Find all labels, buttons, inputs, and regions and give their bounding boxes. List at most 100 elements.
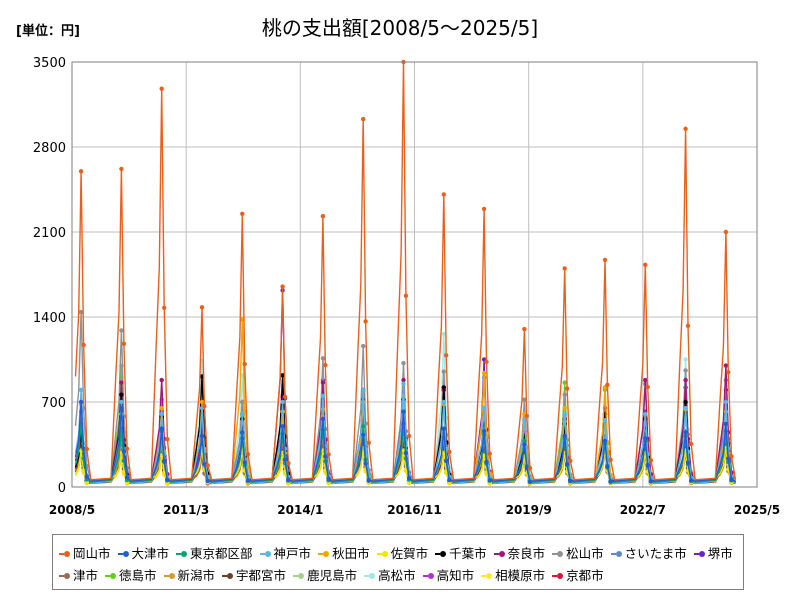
data-point xyxy=(280,284,285,289)
legend-label: 高知市 xyxy=(436,568,475,583)
data-point xyxy=(282,457,288,462)
data-point xyxy=(363,319,368,324)
data-point xyxy=(366,478,371,483)
legend-item: 東京都区部 xyxy=(176,543,253,562)
data-point xyxy=(605,464,610,469)
legend-swatch-line xyxy=(59,574,64,577)
x-tick-label: 2025/5 xyxy=(734,503,780,517)
data-point xyxy=(84,446,90,452)
legend-swatch-dot xyxy=(369,572,376,579)
data-point xyxy=(320,393,326,399)
legend-swatch-dot xyxy=(122,550,129,557)
legend-label: 佐賀市 xyxy=(390,546,429,561)
data-point xyxy=(119,405,124,411)
legend-swatch-dot xyxy=(615,550,622,557)
data-point xyxy=(524,465,529,471)
data-point xyxy=(165,477,170,483)
legend-swatch-dot xyxy=(64,572,70,579)
data-point xyxy=(685,323,691,328)
data-point xyxy=(240,430,245,435)
legend-swatch-dot xyxy=(264,550,271,557)
data-point xyxy=(645,462,650,468)
data-point xyxy=(608,457,613,462)
data-point xyxy=(522,326,527,332)
data-point xyxy=(602,418,608,423)
data-point xyxy=(159,411,164,417)
data-point xyxy=(643,411,648,417)
data-point xyxy=(242,460,247,465)
data-point xyxy=(441,426,446,431)
plot-frame xyxy=(71,61,758,488)
data-point xyxy=(643,436,648,441)
data-point xyxy=(683,399,688,405)
legend-label: 千葉市 xyxy=(449,546,487,561)
legend-swatch-dot xyxy=(323,550,330,557)
legend-item: 堺市 xyxy=(693,543,733,562)
legend-swatch-line xyxy=(176,552,182,555)
data-point xyxy=(726,370,731,375)
data-point xyxy=(119,399,124,405)
data-point xyxy=(240,411,245,417)
data-point xyxy=(522,442,527,447)
x-tick-label: 2014/1 xyxy=(277,503,323,517)
data-point xyxy=(320,214,326,219)
data-point xyxy=(522,418,527,423)
data-point xyxy=(199,433,205,439)
data-point xyxy=(361,116,366,122)
data-point xyxy=(643,262,648,267)
y-tick-label: 3500 xyxy=(33,56,66,71)
legend-label: 松山市 xyxy=(566,546,604,561)
data-point xyxy=(723,363,729,368)
data-point xyxy=(199,399,205,405)
legend-swatch-dot xyxy=(64,550,70,557)
data-point xyxy=(361,343,366,349)
data-point xyxy=(242,361,247,367)
data-point xyxy=(729,454,734,459)
series-岡山市 xyxy=(74,59,737,481)
data-point xyxy=(81,342,86,348)
data-point xyxy=(522,397,527,402)
data-point xyxy=(564,461,570,467)
data-point xyxy=(202,403,207,409)
legend-label: 相模原市 xyxy=(495,568,546,583)
legend-row: 岡山市 大津市 東京都区部 神戸市 秋田市 佐賀市 千葉市 奈良市 松山市 さいたま市 堺市 xyxy=(59,543,740,562)
data-point xyxy=(444,458,449,463)
data-point xyxy=(202,461,207,467)
legend-label: 京都市 xyxy=(566,568,604,583)
chart-legend: 岡山市 大津市 東京都区部 神戸市 秋田市 佐賀市 千葉市 奈良市 松山市 さいたま市 堺市 津市 徳… xyxy=(52,534,744,590)
data-point xyxy=(366,440,371,445)
data-point xyxy=(648,479,654,484)
data-point xyxy=(159,86,164,91)
legend-item: 大津市 xyxy=(117,543,170,562)
legend-swatch-dot xyxy=(440,550,447,557)
data-point xyxy=(320,380,326,385)
data-point xyxy=(406,433,412,439)
data-point xyxy=(723,229,729,235)
data-point xyxy=(487,451,492,456)
data-point xyxy=(481,428,487,434)
legend-label: 大津市 xyxy=(131,546,170,561)
legend-item: 相模原市 xyxy=(481,565,545,584)
legend-swatch-line xyxy=(364,574,370,577)
legend-swatch-dot xyxy=(557,550,564,557)
legend-item: 岡山市 xyxy=(59,543,111,562)
legend-swatch-line xyxy=(117,552,123,555)
data-point xyxy=(81,446,86,451)
data-point xyxy=(401,377,406,383)
legend-swatch-line xyxy=(610,552,616,555)
data-point xyxy=(683,126,688,131)
legend-swatch-dot xyxy=(227,572,234,579)
grid-lines xyxy=(71,61,758,488)
data-point xyxy=(683,377,688,383)
x-tick-label: 2008/5 xyxy=(49,503,95,517)
legend-row: 津市 徳島市 新潟市 宇都宮市 鹿児島市 高松市 高知市 相模原市 京都市 xyxy=(59,565,611,584)
data-point xyxy=(481,405,487,411)
legend-item: さいたま市 xyxy=(610,543,687,562)
data-point xyxy=(726,456,731,461)
legend-swatch-line xyxy=(552,552,558,555)
data-point xyxy=(568,478,573,484)
legend-swatch-dot xyxy=(486,572,493,579)
data-point xyxy=(159,377,164,383)
data-point xyxy=(162,458,167,463)
data-point xyxy=(205,478,210,484)
